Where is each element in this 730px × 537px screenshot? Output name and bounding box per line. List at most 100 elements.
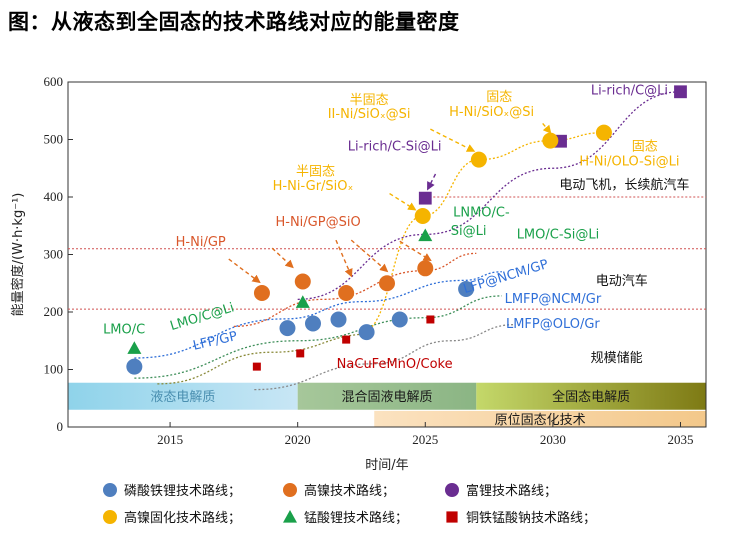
chart-annotation: LMO/C (103, 322, 145, 337)
data-point (126, 358, 143, 375)
data-point (674, 85, 687, 99)
data-point (253, 285, 270, 302)
chart-annotation: Si@Li (451, 224, 487, 239)
trend-line (134, 271, 502, 359)
data-point (418, 228, 433, 242)
data-point (338, 285, 355, 302)
data-point (296, 349, 305, 358)
application-threshold-lines (68, 196, 706, 310)
annotation-arrow (542, 122, 552, 134)
annotation-arrow (335, 239, 353, 278)
legend-marker (283, 483, 297, 497)
data-point (426, 315, 435, 324)
data-points (126, 85, 687, 375)
chart-annotation: LMFP@OLO/Gr (506, 317, 600, 332)
annotation-arrow (399, 240, 432, 262)
x-tick-label: 2025 (412, 432, 438, 447)
trend-line (233, 252, 477, 328)
data-point (542, 132, 559, 149)
annotation-arrow (228, 258, 261, 284)
data-point (470, 151, 487, 168)
data-point (458, 281, 475, 297)
data-point (417, 260, 434, 277)
legend-marker (445, 483, 459, 497)
data-point (330, 311, 347, 328)
band-label: 液态电解质 (150, 390, 215, 405)
y-tick-label: 100 (44, 362, 64, 377)
chart-annotation: H-Ni/GP@SiO (275, 215, 360, 230)
chart-annotation: LMO/C@Li (168, 300, 236, 334)
legend: 磷酸铁锂技术路线； 高镍技术路线； 富锂技术路线； 高镍固化技术路线； 锰酸锂技术路线；… (103, 483, 596, 526)
chart-annotation: NaCuFeMnO/Coke (337, 357, 453, 372)
y-tick-label: 0 (57, 419, 64, 434)
x-tick-label: 2015 (157, 432, 183, 447)
chart-annotation: 固态 (632, 139, 658, 154)
data-point (304, 315, 321, 332)
band-label: 全固态电解质 (552, 389, 630, 405)
chart-annotation: Li-rich/C-Si@Li (348, 139, 442, 154)
chart-annotation: 电动飞机，长续航汽车 (559, 177, 689, 193)
chart-annotation: LFP/GP (192, 329, 239, 354)
legend-marker (446, 511, 458, 523)
data-point (595, 124, 612, 141)
data-point (342, 335, 351, 344)
trend-line (297, 91, 681, 300)
band-rect (68, 382, 298, 410)
band-rect (297, 382, 477, 410)
data-point (379, 275, 395, 292)
y-tick-label: 500 (44, 132, 64, 147)
y-axis-label: 能量密度/(W·h·kg⁻¹) (10, 193, 26, 317)
data-point (252, 362, 261, 371)
chart-annotation: LMO/C-Si@Li (517, 227, 600, 242)
trend-line (254, 324, 515, 391)
chart-annotation: 规模储能 (591, 351, 643, 366)
chart-annotation: H-Ni/OLO-Si@Li (579, 154, 679, 169)
chart-annotation: 电动汽车 (596, 273, 648, 289)
legend-marker (103, 510, 117, 524)
legend-label: 磷酸铁锂技术路线； (124, 483, 241, 499)
y-tick-label: 200 (44, 304, 64, 319)
legend-marker (103, 483, 117, 497)
trend-line (134, 295, 502, 379)
annotation-arrow (350, 239, 389, 273)
trend-line (157, 333, 375, 385)
chart-annotation: 半固态 (296, 165, 335, 180)
annotation-arrow (389, 192, 417, 211)
data-point (295, 295, 310, 308)
x-tick-label: 2030 (540, 432, 566, 447)
legend-label: 高镍技术路线； (304, 483, 395, 499)
chart-annotation: H-Ni-Gr/SiOₓ (273, 179, 354, 194)
data-point (294, 273, 311, 290)
chart-annotation: II-Ni/SiOₓ@Si (328, 107, 411, 122)
legend-label: 铜铁锰酸钠技术路线； (466, 510, 596, 526)
legend-label: 富锂技术路线； (466, 483, 557, 499)
legend-label: 锰酸锂技术路线； (304, 510, 408, 526)
annotation-arrow (427, 173, 437, 191)
band-rect (374, 410, 706, 427)
data-point (127, 341, 142, 354)
chart-annotation: H-Ni/SiOₓ@Si (449, 105, 534, 120)
page-title: 图：从液态到全固态的技术路线对应的能量密度 (8, 10, 460, 34)
y-tick-label: 300 (44, 247, 64, 262)
annotation-arrow (430, 128, 476, 152)
annotation-arrow (271, 247, 294, 269)
band-label: 混合固液电解质 (341, 390, 432, 405)
annotation-arrows (228, 122, 552, 284)
chart-annotation: LNMO/C- (453, 206, 510, 221)
y-tick-label: 600 (44, 74, 64, 89)
x-axis-label: 时间/年 (365, 458, 408, 473)
legend-label: 高镍固化技术路线； (124, 510, 241, 526)
axes: 2015 2020 2025 2030 2035 0 100 200 300 400 500 600 时… (10, 74, 707, 473)
band-label: 原位固态化技术 (495, 413, 586, 428)
legend-marker (283, 510, 297, 523)
x-tick-label: 2035 (667, 432, 693, 447)
chart-annotation: 半固态 (350, 93, 389, 108)
chart-annotation: 固态 (486, 90, 512, 105)
data-point (418, 191, 432, 205)
y-tick-label: 400 (44, 189, 64, 204)
chart-annotation: LMFP@NCM/Gr (505, 292, 602, 307)
data-point (279, 320, 296, 337)
data-point (391, 311, 408, 328)
